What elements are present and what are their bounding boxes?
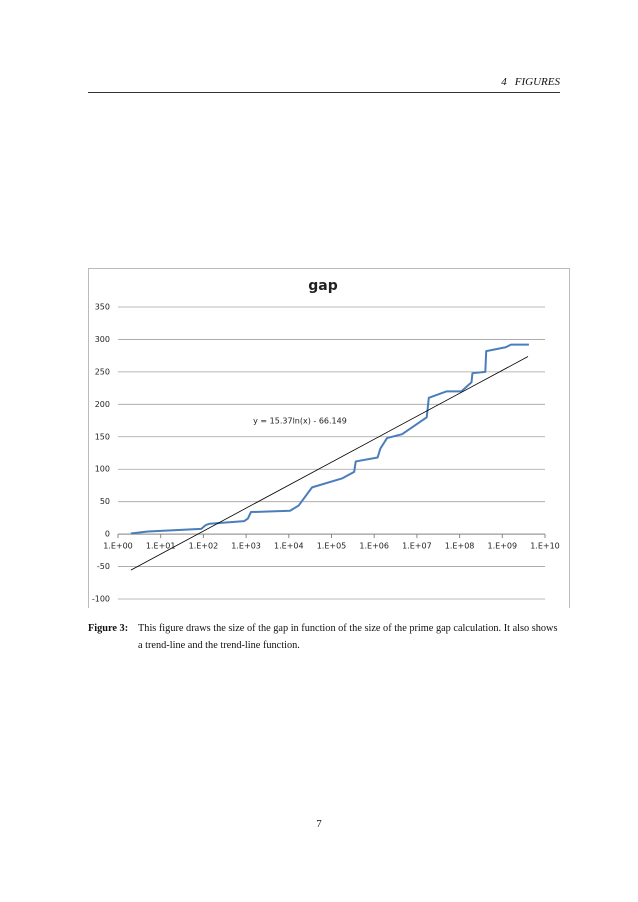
chart-border bbox=[88, 268, 570, 608]
section-title: FIGURES bbox=[514, 76, 560, 88]
x-tick-label: 1.E+02 bbox=[189, 542, 219, 551]
x-tick-label: 1.E+07 bbox=[402, 542, 432, 551]
x-tick-label: 1.E+01 bbox=[146, 542, 176, 551]
chart: gap y = 15.37ln(x) - 66.149 -100 -50 0 50 10… bbox=[88, 268, 570, 608]
y-tick-label: 300 bbox=[95, 335, 110, 344]
section-number: 4 bbox=[501, 76, 507, 88]
caption-label: Figure 3: bbox=[88, 623, 129, 634]
x-tick-label: 1.E+10 bbox=[530, 542, 560, 551]
y-tick-label: -50 bbox=[97, 562, 110, 571]
trend-line bbox=[130, 356, 529, 571]
y-tick-label: 250 bbox=[95, 367, 110, 376]
running-header: 4 FIGURES bbox=[88, 76, 560, 93]
trendline-label: y = 15.37ln(x) - 66.149 bbox=[253, 417, 347, 426]
y-tick-label: 100 bbox=[95, 465, 110, 474]
x-tick-label: 1.E+08 bbox=[445, 542, 475, 551]
x-tick-label: 1.E+03 bbox=[231, 542, 261, 551]
x-tick-label: 1.E+05 bbox=[317, 542, 347, 551]
y-tick-label: 50 bbox=[100, 497, 110, 506]
y-tick-label: 0 bbox=[105, 530, 110, 539]
x-tick-label: 1.E+09 bbox=[488, 542, 518, 551]
chart-title: gap bbox=[308, 278, 338, 294]
y-tick-label: 350 bbox=[95, 303, 110, 312]
x-tick-label: 1.E+06 bbox=[359, 542, 389, 551]
x-tick-label: 1.E+04 bbox=[274, 542, 304, 551]
caption-text: This figure draws the size of the gap in… bbox=[138, 623, 558, 651]
page-number: 7 bbox=[316, 818, 322, 830]
x-tick-label: 1.E+00 bbox=[103, 542, 133, 551]
y-tick-label: 200 bbox=[95, 400, 110, 409]
data-line bbox=[130, 343, 529, 535]
y-tick-label: -100 bbox=[92, 595, 110, 604]
y-tick-label: 150 bbox=[95, 432, 110, 441]
caption: Figure 3: This figure draws the size of t… bbox=[88, 620, 563, 654]
